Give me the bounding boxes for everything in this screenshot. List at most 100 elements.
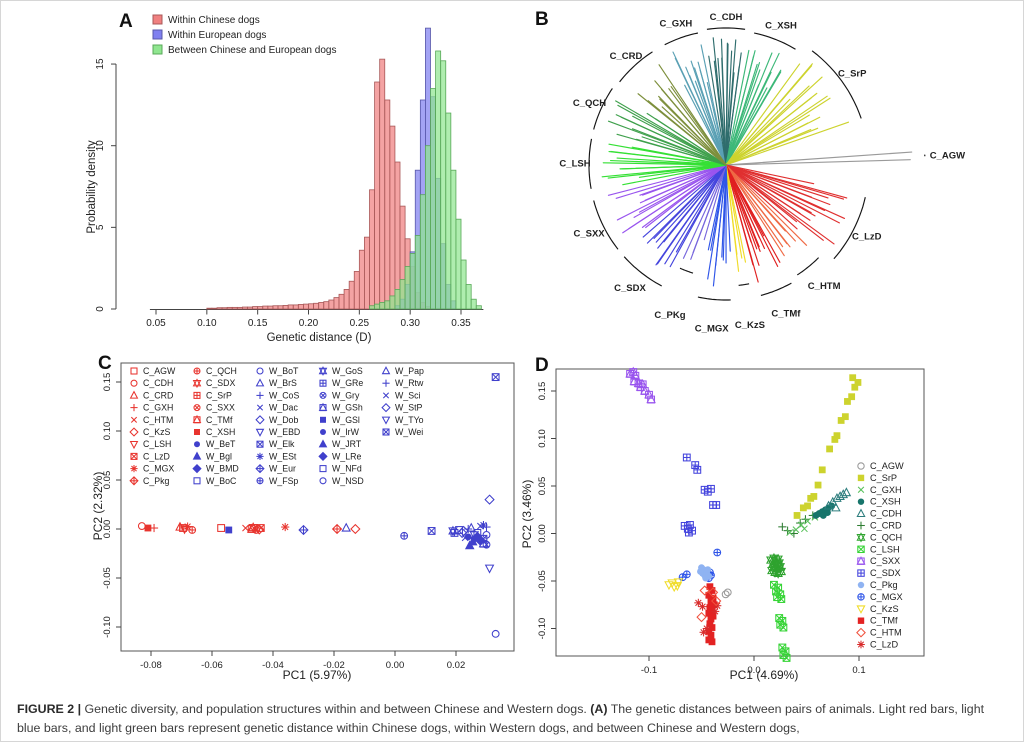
marker-triangle	[129, 390, 139, 399]
svg-text:C_SDX: C_SDX	[206, 378, 235, 388]
plot-box	[555, 368, 925, 657]
scatter-point-C_AGW	[723, 588, 732, 597]
svg-text:C_SrP: C_SrP	[870, 473, 897, 483]
marker-filled-diamond	[318, 451, 328, 462]
marker-plus	[256, 391, 264, 399]
marker-filled-circle	[194, 441, 200, 448]
svg-text:PC1 (5.97%): PC1 (5.97%)	[283, 668, 352, 682]
marker-filled-square	[857, 474, 865, 482]
tree-cluster-arc	[760, 282, 792, 296]
svg-text:C_CDH: C_CDH	[870, 509, 902, 519]
scatter-point-C_SDX	[712, 501, 721, 509]
svg-text:C_Pkg: C_Pkg	[143, 476, 170, 486]
tree-cluster-C_SDX	[642, 164, 727, 268]
svg-text:W_BoC: W_BoC	[206, 476, 237, 486]
tree-cluster-label: C_SXX	[573, 228, 605, 239]
scatter-point-C_KzS	[254, 524, 265, 535]
scatter-points	[625, 366, 862, 662]
tree-cluster-label: C_SDX	[614, 283, 646, 294]
scatter-point-C_CDH	[838, 489, 849, 499]
svg-text:0.35: 0.35	[451, 318, 471, 329]
svg-text:W_Rtw: W_Rtw	[395, 378, 424, 388]
svg-text:W_CoS: W_CoS	[269, 390, 299, 400]
svg-text:C_QCH: C_QCH	[870, 532, 902, 542]
svg-text:0.05: 0.05	[537, 477, 548, 496]
svg-text:W_FSp: W_FSp	[269, 476, 298, 486]
marker-square-cross	[857, 545, 865, 554]
scatter-point-C_SXX	[646, 394, 656, 404]
tree-cluster-arc	[697, 296, 731, 301]
marker-diamond-plus	[255, 463, 265, 474]
scatter-point-C_SrP	[854, 379, 862, 386]
tree-cluster-C_CDH	[708, 37, 742, 166]
svg-text:0.05: 0.05	[102, 471, 113, 490]
svg-text:W_GSh: W_GSh	[332, 403, 363, 413]
caption-part: The genetic distances between pairs of a…	[17, 702, 985, 736]
axes	[116, 381, 457, 656]
scatter-point-C_QCH	[188, 526, 197, 534]
svg-text:15: 15	[95, 58, 106, 70]
scatter-point-C_QCH	[767, 565, 777, 576]
svg-text:0.00: 0.00	[386, 660, 405, 671]
svg-text:0.25: 0.25	[350, 318, 370, 329]
plot-box	[120, 362, 515, 652]
svg-text:W_Dob: W_Dob	[269, 415, 298, 425]
svg-text:0.15: 0.15	[248, 318, 268, 329]
scatter-point-C_SrP	[831, 436, 839, 443]
scatter-point-C_GXH	[786, 529, 794, 536]
svg-text:-0.04: -0.04	[262, 660, 284, 671]
scatter-point-W_EBD	[484, 564, 495, 574]
marker-triangle	[255, 378, 265, 387]
scatter-point-C_GXH	[800, 525, 808, 533]
tree-cluster-arc	[619, 51, 653, 83]
marker-diamond	[255, 415, 265, 425]
scatter-point-C_SrP	[844, 398, 851, 405]
svg-text:W_Wei: W_Wei	[395, 427, 423, 437]
svg-text:-0.10: -0.10	[537, 618, 548, 640]
svg-text:C_Pkg: C_Pkg	[870, 580, 898, 590]
tree-cluster-label: C_KzS	[735, 320, 765, 331]
tree-cluster-C_LzD	[725, 164, 848, 245]
svg-text:0.10: 0.10	[197, 318, 217, 329]
scatter-point-W_GSl	[225, 526, 233, 534]
tree-cluster-label: C_QCH	[573, 98, 606, 109]
hist-legend: Within Chinese dogs Within European dogs B…	[152, 14, 336, 56]
svg-text:-0.10: -0.10	[102, 616, 113, 638]
scatter-point-C_CRD	[778, 522, 787, 531]
scatter-point-C_HTM	[711, 595, 722, 607]
svg-text:C_SXX: C_SXX	[870, 556, 900, 566]
scatter-point-C_SrP	[814, 481, 822, 489]
scatter-point-W_BrS	[466, 522, 477, 532]
scatter-point-W_Pap	[341, 522, 351, 532]
marker-triangle-down	[255, 428, 265, 437]
scatter-point-C_SDX	[707, 484, 715, 493]
marker-circle-cross	[193, 404, 201, 412]
svg-text:C_GXH: C_GXH	[870, 485, 902, 495]
svg-text:C_XSH: C_XSH	[206, 427, 235, 437]
tree-cluster-arc	[593, 200, 619, 250]
scatter-point-C_LzD	[256, 524, 265, 532]
panel-label-a: A	[119, 11, 133, 32]
svg-text:PC1 (4.69%): PC1 (4.69%)	[730, 668, 799, 682]
tree-cluster-C_SrP	[725, 63, 850, 166]
scatter-point-C_AGW	[217, 524, 226, 532]
scatter-point-C_HTM	[696, 611, 707, 623]
marker-triangle-down	[856, 605, 866, 614]
svg-text:C_LzD: C_LzD	[143, 451, 170, 461]
scatter-point-C_LzD	[698, 602, 707, 611]
svg-text:-0.05: -0.05	[102, 567, 113, 589]
scatter-point-C_Pkg	[705, 572, 713, 580]
svg-text:W_StP: W_StP	[395, 403, 423, 413]
marker-plus	[382, 379, 390, 387]
marker-square	[193, 477, 201, 485]
svg-text:0.02: 0.02	[447, 660, 466, 671]
scatter-point-C_Pkg	[697, 568, 704, 575]
scatter-point-C_TMf	[705, 591, 713, 599]
tree-cluster-C_LSH	[601, 143, 727, 186]
figure-caption: FIGURE 2 | Genetic diversity, and popula…	[17, 700, 1009, 738]
caption-part: FIGURE 2 |	[17, 702, 85, 716]
svg-text:C_CDH: C_CDH	[143, 378, 173, 388]
marker-square	[130, 367, 138, 375]
tree-cluster-arc	[588, 138, 593, 189]
tree-cluster-arc	[679, 267, 694, 274]
